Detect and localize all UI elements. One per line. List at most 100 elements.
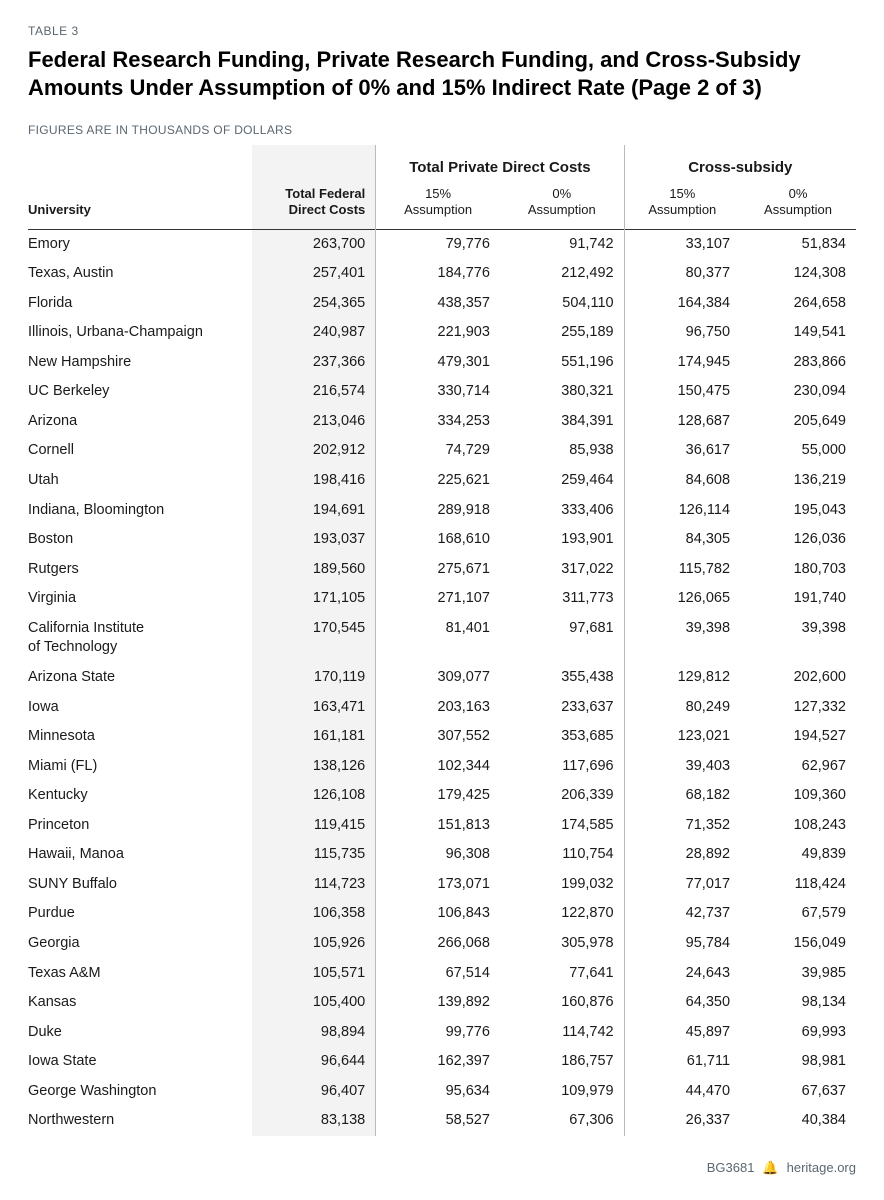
cell-private-0: 212,492 <box>500 259 624 289</box>
cell-cross-15: 84,305 <box>624 525 740 555</box>
cell-private-0: 97,681 <box>500 614 624 663</box>
cell-university: California Institute of Technology <box>28 614 252 663</box>
cell-cross-0: 149,541 <box>740 318 856 348</box>
cell-federal: 106,358 <box>252 899 376 929</box>
cell-private-0: 160,876 <box>500 988 624 1018</box>
cell-university: Texas, Austin <box>28 259 252 289</box>
cell-cross-0: 191,740 <box>740 584 856 614</box>
cell-federal: 213,046 <box>252 407 376 437</box>
cell-cross-0: 98,134 <box>740 988 856 1018</box>
cell-cross-15: 129,812 <box>624 663 740 693</box>
cell-cross-15: 44,470 <box>624 1077 740 1107</box>
cell-private-15: 81,401 <box>376 614 500 663</box>
cell-private-15: 58,527 <box>376 1106 500 1136</box>
cell-cross-0: 40,384 <box>740 1106 856 1136</box>
table-row: Arizona213,046334,253384,391128,687205,6… <box>28 407 856 437</box>
cell-university: Illinois, Urbana-Champaign <box>28 318 252 348</box>
table-row: Northwestern83,13858,52767,30626,33740,3… <box>28 1106 856 1136</box>
cell-university: Virginia <box>28 584 252 614</box>
table-row: Hawaii, Manoa115,73596,308110,75428,8924… <box>28 840 856 870</box>
cell-cross-15: 64,350 <box>624 988 740 1018</box>
cell-university: George Washington <box>28 1077 252 1107</box>
table-row: Indiana, Bloomington194,691289,918333,40… <box>28 496 856 526</box>
cell-private-0: 109,979 <box>500 1077 624 1107</box>
cell-cross-15: 24,643 <box>624 959 740 989</box>
cell-university: SUNY Buffalo <box>28 870 252 900</box>
cell-private-0: 384,391 <box>500 407 624 437</box>
table-row: Virginia171,105271,107311,773126,065191,… <box>28 584 856 614</box>
cell-university: Northwestern <box>28 1106 252 1136</box>
cell-university: Iowa <box>28 693 252 723</box>
cell-cross-15: 39,398 <box>624 614 740 663</box>
cell-cross-15: 36,617 <box>624 436 740 466</box>
col-university: University <box>28 180 252 229</box>
col-group-cross: Cross-subsidy <box>624 145 856 180</box>
table-row: Cornell202,91274,72985,93836,61755,000 <box>28 436 856 466</box>
col-private-15: 15% Assumption <box>376 180 500 229</box>
cell-cross-15: 164,384 <box>624 289 740 319</box>
cell-cross-0: 51,834 <box>740 229 856 259</box>
table-row: Texas, Austin257,401184,776212,49280,377… <box>28 259 856 289</box>
cell-private-15: 162,397 <box>376 1047 500 1077</box>
cell-private-15: 79,776 <box>376 229 500 259</box>
cell-private-0: 85,938 <box>500 436 624 466</box>
table-row: Texas A&M105,57167,51477,64124,64339,985 <box>28 959 856 989</box>
cell-private-0: 551,196 <box>500 348 624 378</box>
cell-cross-0: 67,637 <box>740 1077 856 1107</box>
cell-private-0: 353,685 <box>500 722 624 752</box>
cell-university: Texas A&M <box>28 959 252 989</box>
cell-cross-0: 264,658 <box>740 289 856 319</box>
table-row: Princeton119,415151,813174,58571,352108,… <box>28 811 856 841</box>
cell-cross-15: 96,750 <box>624 318 740 348</box>
cell-university: Kansas <box>28 988 252 1018</box>
cell-federal: 170,545 <box>252 614 376 663</box>
cell-private-15: 266,068 <box>376 929 500 959</box>
cell-federal: 105,400 <box>252 988 376 1018</box>
cell-university: Indiana, Bloomington <box>28 496 252 526</box>
table-row: Utah198,416225,621259,46484,608136,219 <box>28 466 856 496</box>
cell-cross-0: 55,000 <box>740 436 856 466</box>
cell-university: Miami (FL) <box>28 752 252 782</box>
cell-cross-0: 98,981 <box>740 1047 856 1077</box>
cell-federal: 170,119 <box>252 663 376 693</box>
table-row: UC Berkeley216,574330,714380,321150,4752… <box>28 377 856 407</box>
cell-private-0: 311,773 <box>500 584 624 614</box>
cell-cross-15: 150,475 <box>624 377 740 407</box>
table-row: Miami (FL)138,126102,344117,69639,40362,… <box>28 752 856 782</box>
cell-private-15: 151,813 <box>376 811 500 841</box>
cell-cross-15: 77,017 <box>624 870 740 900</box>
col-group-private: Total Private Direct Costs <box>376 145 624 180</box>
cell-cross-0: 62,967 <box>740 752 856 782</box>
cell-cross-0: 194,527 <box>740 722 856 752</box>
cell-cross-0: 108,243 <box>740 811 856 841</box>
cell-cross-15: 28,892 <box>624 840 740 870</box>
cell-private-0: 199,032 <box>500 870 624 900</box>
cell-cross-0: 283,866 <box>740 348 856 378</box>
cell-private-0: 255,189 <box>500 318 624 348</box>
cell-university: Purdue <box>28 899 252 929</box>
cell-private-15: 438,357 <box>376 289 500 319</box>
cell-cross-15: 80,249 <box>624 693 740 723</box>
cell-cross-0: 39,985 <box>740 959 856 989</box>
cell-private-0: 305,978 <box>500 929 624 959</box>
cell-private-15: 74,729 <box>376 436 500 466</box>
cell-federal: 254,365 <box>252 289 376 319</box>
col-federal: Total Federal Direct Costs <box>252 180 376 229</box>
cell-cross-15: 95,784 <box>624 929 740 959</box>
cell-private-15: 271,107 <box>376 584 500 614</box>
cell-private-0: 186,757 <box>500 1047 624 1077</box>
cell-cross-0: 124,308 <box>740 259 856 289</box>
cell-private-15: 330,714 <box>376 377 500 407</box>
cell-federal: 171,105 <box>252 584 376 614</box>
cell-federal: 83,138 <box>252 1106 376 1136</box>
cell-cross-15: 39,403 <box>624 752 740 782</box>
col-cross-0: 0% Assumption <box>740 180 856 229</box>
table-row: George Washington96,40795,634109,97944,4… <box>28 1077 856 1107</box>
cell-cross-15: 33,107 <box>624 229 740 259</box>
cell-university: Rutgers <box>28 555 252 585</box>
cell-private-15: 96,308 <box>376 840 500 870</box>
cell-private-0: 317,022 <box>500 555 624 585</box>
cell-private-15: 67,514 <box>376 959 500 989</box>
cell-cross-15: 80,377 <box>624 259 740 289</box>
cell-private-15: 168,610 <box>376 525 500 555</box>
